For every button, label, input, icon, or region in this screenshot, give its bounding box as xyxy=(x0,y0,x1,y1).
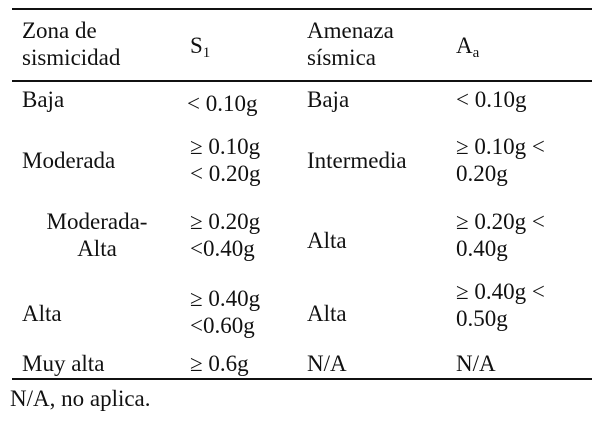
row-5-aa: N/A xyxy=(456,350,496,377)
row-4-s1-line-2: <0.60g xyxy=(190,313,255,338)
row-3-zona-line-2: Alta xyxy=(77,236,117,261)
row-3-amenaza: Alta xyxy=(307,227,347,254)
row-3-aa-line-2: 0.40g xyxy=(456,236,508,261)
row-2-s1-line-1: ≥ 0.10g xyxy=(190,134,261,159)
row-2-aa: ≥ 0.10g < 0.20g xyxy=(456,133,545,187)
row-4-aa-line-2: 0.50g xyxy=(456,306,508,331)
row-4-aa: ≥ 0.40g < 0.50g xyxy=(456,278,545,332)
header-aa: Aa xyxy=(456,32,480,61)
row-2-s1-line-2: < 0.20g xyxy=(190,161,261,186)
row-5-aa-line-1: N/A xyxy=(456,351,496,376)
row-2-zona: Moderada xyxy=(22,147,115,174)
row-1-zona-line-1: Baja xyxy=(22,87,65,112)
row-4-aa-line-1: ≥ 0.40g < xyxy=(456,279,545,304)
row-2-amenaza-line-1: Intermedia xyxy=(307,148,407,173)
row-4-zona-line-1: Alta xyxy=(22,301,62,326)
row-2-s1: ≥ 0.10g < 0.20g xyxy=(190,133,260,187)
row-4-amenaza-line-1: Alta xyxy=(307,301,347,326)
row-4-amenaza: Alta xyxy=(307,300,347,327)
row-5-s1-line-1: ≥ 0.6g xyxy=(190,351,249,376)
row-2-aa-line-1: ≥ 0.10g < xyxy=(456,134,545,159)
header-zona-line-1: Zona de xyxy=(22,18,97,43)
table-header-rule xyxy=(12,80,592,82)
row-1-aa-line-1: < 0.10g xyxy=(456,87,527,112)
row-3-s1-line-1: ≥ 0.20g xyxy=(190,209,261,234)
row-1-amenaza-line-1: Baja xyxy=(307,87,350,112)
table-bottom-rule xyxy=(12,378,592,380)
row-1-amenaza: Baja xyxy=(307,86,349,113)
row-3-amenaza-line-1: Alta xyxy=(307,228,347,253)
row-1-zona: Baja xyxy=(22,86,64,113)
header-aa-base: A xyxy=(456,33,473,58)
header-aa-subscript: a xyxy=(472,45,480,61)
row-3-zona-line-1: Moderada- xyxy=(46,209,148,234)
row-5-s1: ≥ 0.6g xyxy=(190,350,249,377)
row-3-zona: Moderada- Alta xyxy=(22,208,172,262)
row-3-s1: ≥ 0.20g <0.40g xyxy=(190,208,260,262)
table-footnote: N/A, no aplica. xyxy=(10,386,151,411)
row-4-zona: Alta xyxy=(22,300,62,327)
header-zona-line-2: sismicidad xyxy=(22,45,121,70)
header-amenaza-sismica: Amenaza sísmica xyxy=(307,17,394,71)
row-1-s1: < 0.10g xyxy=(187,90,257,117)
row-3-s1-line-2: <0.40g xyxy=(190,236,255,261)
header-s1-base: S xyxy=(190,33,203,58)
header-amenaza-line-1: Amenaza xyxy=(307,18,394,43)
row-2-amenaza: Intermedia xyxy=(307,147,407,174)
header-amenaza-line-2: sísmica xyxy=(307,45,376,70)
row-1-aa: < 0.10g xyxy=(456,86,526,113)
row-5-amenaza-line-1: N/A xyxy=(307,351,347,376)
row-5-amenaza: N/A xyxy=(307,350,347,377)
row-1-s1-line-1: < 0.10g xyxy=(187,91,258,116)
row-2-zona-line-1: Moderada xyxy=(22,148,116,173)
row-4-s1: ≥ 0.40g <0.60g xyxy=(190,285,260,339)
row-2-aa-line-2: 0.20g xyxy=(456,161,508,186)
row-5-zona: Muy alta xyxy=(22,350,104,377)
header-s1: S1 xyxy=(190,32,211,61)
header-s1-subscript: 1 xyxy=(202,45,211,61)
row-3-aa: ≥ 0.20g < 0.40g xyxy=(456,208,545,262)
header-zona-de-sismicidad: Zona de sismicidad xyxy=(22,17,120,71)
table-top-rule xyxy=(12,8,592,10)
row-4-s1-line-1: ≥ 0.40g xyxy=(190,286,261,311)
row-5-zona-line-1: Muy alta xyxy=(22,351,105,376)
row-3-aa-line-1: ≥ 0.20g < xyxy=(456,209,545,234)
